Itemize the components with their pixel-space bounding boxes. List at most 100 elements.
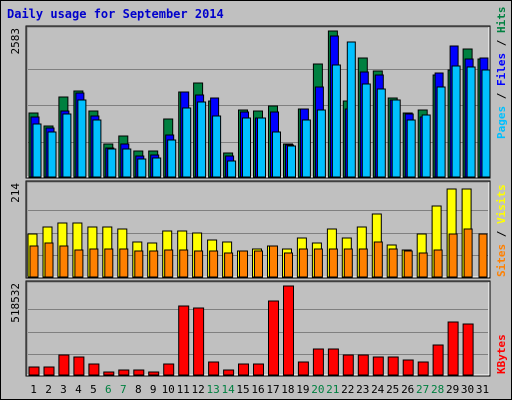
legend-kbytes: KBytes (495, 334, 508, 374)
bar-pages-day-27 (421, 114, 431, 178)
x-tick-label-8: 8 (135, 383, 142, 396)
bar-pages-day-8 (137, 158, 147, 178)
bar-pages-day-6 (107, 148, 117, 178)
x-tick-label-27: 27 (416, 383, 429, 396)
legend-: / (495, 33, 508, 53)
bar-sites-day-2 (44, 242, 54, 278)
bar-sites-day-22 (343, 248, 353, 278)
bar-sites-day-28 (433, 249, 443, 278)
bar-pages-day-14 (227, 160, 237, 178)
bar-kbytes-day-10 (163, 363, 175, 376)
x-tick-label-13: 13 (206, 383, 219, 396)
x-tick-label-29: 29 (446, 383, 459, 396)
bar-kbytes-day-12 (193, 307, 205, 376)
x-tick-label-3: 3 (60, 383, 67, 396)
bar-sites-day-4 (74, 249, 84, 278)
bar-kbytes-day-4 (73, 356, 85, 376)
legend-visits: Visits (495, 184, 508, 224)
legend-pages: Pages (495, 106, 508, 139)
bar-sites-day-11 (179, 249, 189, 278)
bar-kbytes-day-19 (297, 361, 309, 376)
bar-kbytes-day-11 (178, 305, 190, 376)
bar-sites-day-3 (59, 245, 69, 278)
bar-sites-day-27 (418, 252, 428, 278)
legend-sites-visits: Sites / Visits (495, 184, 508, 277)
bar-pages-day-26 (406, 119, 416, 178)
chart-title: Daily usage for September 2014 (7, 7, 224, 21)
bar-pages-day-10 (167, 139, 177, 178)
bar-pages-day-15 (242, 117, 251, 178)
bar-kbytes-day-3 (58, 354, 70, 376)
y-max-label: 2583 (9, 28, 22, 55)
bar-kbytes-day-24 (372, 356, 384, 376)
bar-kbytes-day-14 (223, 369, 235, 376)
bar-sites-day-8 (134, 250, 144, 278)
legend-sites: Sites (495, 244, 508, 277)
x-tick-label-19: 19 (296, 383, 309, 396)
bar-sites-day-5 (89, 248, 99, 278)
x-tick-label-28: 28 (431, 383, 444, 396)
bar-pages-day-30 (466, 66, 476, 178)
bar-sites-day-18 (284, 252, 293, 278)
bar-kbytes-day-18 (283, 285, 294, 376)
bar-sites-day-29 (448, 233, 458, 278)
bar-pages-day-28 (436, 86, 446, 178)
bar-sites-day-17 (269, 245, 278, 278)
x-tick-label-18: 18 (281, 383, 294, 396)
bar-sites-day-9 (149, 250, 159, 278)
bar-pages-day-25 (391, 99, 401, 178)
bar-kbytes-day-29 (447, 321, 459, 376)
bar-kbytes-day-30 (462, 323, 474, 376)
bar-kbytes-day-8 (133, 369, 145, 376)
x-tick-label-21: 21 (326, 383, 339, 396)
x-tick-label-24: 24 (371, 383, 385, 396)
legend-: / (495, 86, 508, 106)
x-tick-label-9: 9 (150, 383, 157, 396)
x-tick-label-16: 16 (251, 383, 264, 396)
y-max-label: 518532 (9, 283, 22, 323)
bar-pages-day-2 (47, 131, 57, 178)
x-tick-label-14: 14 (221, 383, 235, 396)
bar-pages-day-16 (257, 117, 266, 178)
bar-sites-day-31 (478, 233, 488, 278)
bar-kbytes-day-28 (432, 344, 444, 376)
x-tick-label-26: 26 (401, 383, 414, 396)
bar-kbytes-day-22 (342, 354, 354, 376)
x-tick-label-30: 30 (461, 383, 474, 396)
bar-sites-day-6 (104, 248, 114, 278)
bar-pages-day-18 (287, 145, 296, 178)
legend-hits: Hits (495, 7, 508, 34)
x-tick-label-2: 2 (45, 383, 52, 396)
bar-kbytes-day-21 (327, 348, 339, 376)
bar-kbytes-day-13 (208, 361, 220, 376)
bar-pages-day-13 (212, 115, 222, 178)
bar-pages-day-5 (92, 119, 102, 178)
legend-files: Files (495, 53, 508, 86)
bar-sites-day-23 (358, 248, 368, 278)
bar-sites-day-16 (254, 250, 263, 278)
x-tick-label-11: 11 (177, 383, 190, 396)
x-tick-label-20: 20 (311, 383, 324, 396)
x-tick-label-7: 7 (120, 383, 127, 396)
bar-pages-day-22 (346, 41, 356, 178)
legend-kbytes: KBytes (495, 334, 508, 374)
x-tick-label-10: 10 (162, 383, 175, 396)
bar-kbytes-day-17 (268, 300, 279, 376)
bar-sites-day-19 (298, 248, 308, 278)
x-tick-label-4: 4 (75, 383, 82, 396)
bar-kbytes-day-5 (88, 363, 100, 376)
x-tick-label-31: 31 (476, 383, 489, 396)
bar-kbytes-day-26 (402, 359, 414, 376)
bar-kbytes-day-25 (387, 356, 399, 376)
x-tick-label-6: 6 (105, 383, 112, 396)
bar-kbytes-day-6 (103, 371, 115, 376)
x-tick-label-5: 5 (90, 383, 97, 396)
bar-kbytes-day-23 (357, 354, 369, 376)
bar-kbytes-day-16 (253, 363, 264, 376)
bar-kbytes-day-7 (118, 369, 130, 376)
bar-pages-day-21 (331, 64, 341, 178)
y-max-label: 214 (9, 183, 22, 203)
bar-sites-day-24 (373, 241, 383, 278)
bar-kbytes-day-27 (417, 361, 429, 376)
